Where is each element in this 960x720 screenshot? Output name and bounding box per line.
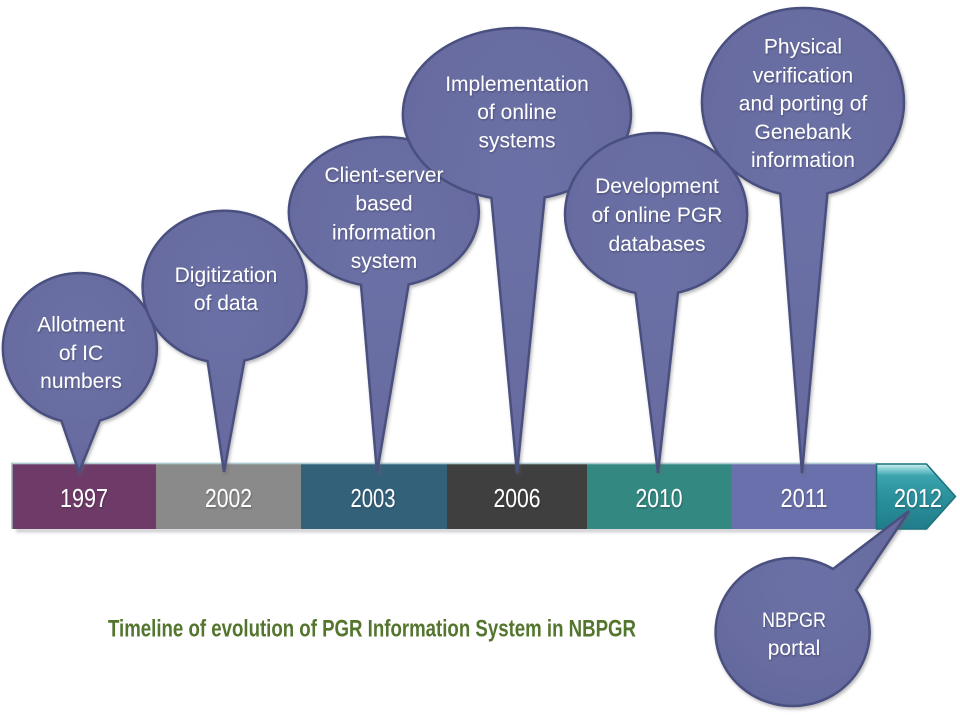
svg-text:2012: 2012: [894, 483, 942, 513]
svg-text:of online: of online: [477, 101, 556, 124]
svg-text:information: information: [332, 221, 436, 244]
svg-text:2011: 2011: [781, 483, 828, 513]
svg-text:verification: verification: [753, 64, 853, 87]
svg-text:NBPGR: NBPGR: [762, 609, 826, 632]
svg-text:2003: 2003: [351, 483, 396, 513]
svg-text:numbers: numbers: [40, 370, 122, 393]
svg-text:2002: 2002: [205, 483, 252, 513]
svg-text:information: information: [751, 149, 855, 172]
svg-text:2010: 2010: [636, 483, 683, 513]
svg-text:system: system: [351, 250, 418, 273]
svg-text:Development: Development: [595, 175, 719, 198]
svg-text:Timeline of evolution of PGR I: Timeline of evolution of PGR Information…: [108, 615, 636, 642]
svg-text:Digitization: Digitization: [175, 264, 278, 287]
svg-text:of online PGR: of online PGR: [592, 204, 723, 227]
svg-text:Physical: Physical: [764, 36, 842, 59]
svg-text:systems: systems: [478, 130, 555, 153]
svg-text:databases: databases: [609, 233, 706, 256]
svg-text:Implementation: Implementation: [445, 73, 589, 96]
svg-text:2006: 2006: [494, 483, 541, 513]
svg-text:portal: portal: [768, 637, 821, 660]
svg-text:based: based: [355, 193, 412, 216]
svg-text:Allotment: Allotment: [37, 314, 125, 337]
svg-text:1997: 1997: [60, 483, 108, 513]
svg-text:Genebank: Genebank: [755, 121, 852, 144]
svg-text:and porting of: and porting of: [739, 92, 868, 115]
svg-text:of IC: of IC: [59, 342, 103, 365]
svg-text:of data: of data: [194, 292, 259, 315]
svg-text:Client-server: Client-server: [324, 164, 443, 187]
